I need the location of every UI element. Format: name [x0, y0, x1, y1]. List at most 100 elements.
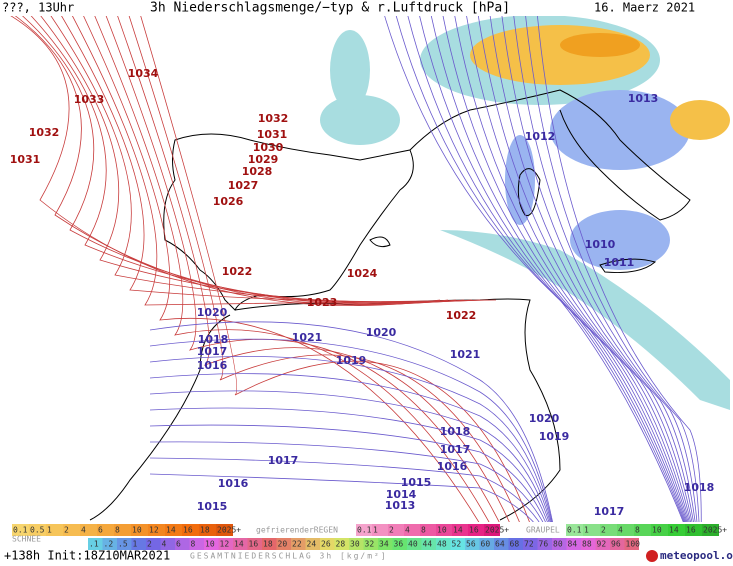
legend-label: 12: [220, 540, 230, 549]
legend-swatch: [685, 524, 702, 536]
legend-label: 2: [64, 526, 69, 535]
legend-swatch: [651, 524, 668, 536]
legend-title: GRAUPEL: [526, 526, 560, 535]
isobar-label: 1018: [198, 333, 229, 346]
legend-swatch: [117, 538, 132, 550]
legend-label: 26: [321, 540, 331, 549]
legend-swatch: [146, 538, 161, 550]
legend-swatch: [537, 538, 552, 550]
isobar-label: 1017: [440, 443, 471, 456]
legend-label: 0.1: [357, 526, 372, 535]
legend-label: 18: [200, 526, 210, 535]
legend-swatch: [199, 524, 216, 536]
legend-swatch: [595, 538, 610, 550]
legend-label: 4: [405, 526, 410, 535]
legend-swatch: [182, 524, 199, 536]
legend-label: 24: [307, 540, 317, 549]
legend-label: 20: [278, 540, 288, 549]
legend-swatch: [247, 538, 262, 550]
legend-label: 34: [379, 540, 389, 549]
isobar-line: [535, 0, 702, 566]
legend-swatch: [392, 538, 407, 550]
legend-swatch: [523, 538, 538, 550]
legend-label: 4: [162, 540, 167, 549]
isobar-label: 1013: [628, 92, 659, 105]
legend-label: 8: [421, 526, 426, 535]
isobar-label: 1032: [258, 112, 289, 125]
legend-label: 1: [47, 526, 52, 535]
legend-label: 64: [495, 540, 505, 549]
legend-label: 40: [408, 540, 418, 549]
legend-swatch: [452, 524, 468, 536]
isobars: [0, 0, 702, 566]
legend-title: GESAMTNIEDERSCHLAG 3h [kg/m²]: [190, 552, 388, 561]
legend-label: 8: [635, 526, 640, 535]
legend-swatch: [148, 524, 165, 536]
isobar-label: 1015: [197, 500, 228, 513]
legend-label: 10: [652, 526, 662, 535]
isobar-line: [149, 390, 561, 566]
isobar-line: [99, 0, 521, 566]
isobar-label: 1011: [604, 256, 635, 269]
legend-swatch: [97, 524, 114, 536]
isobar-label: 1019: [336, 354, 367, 367]
legend-label: 44: [423, 540, 433, 549]
legend-label: 72: [524, 540, 534, 549]
isobar-label: 1020: [529, 412, 560, 425]
legend-label: 96: [611, 540, 621, 549]
legend-swatch: [63, 524, 80, 536]
isobar-label: 1022: [222, 265, 253, 278]
isobar-line: [511, 0, 701, 566]
footer-brand: meteopool.org: [660, 549, 733, 562]
isobar-line: [475, 0, 701, 566]
isobar-line: [111, 0, 529, 566]
legend-label: 10: [132, 526, 142, 535]
isobar-line: [487, 0, 701, 566]
isobar-label: 1017: [594, 505, 625, 518]
legend-swatch: [46, 524, 63, 536]
legend-swatch: [131, 538, 146, 550]
legend-swatch: [204, 538, 219, 550]
header-date: 16. Maerz 2021: [594, 1, 695, 15]
isobar-line: [15, 0, 465, 304]
legend-swatch: [468, 524, 484, 536]
legend-swatch: [552, 538, 567, 550]
legend-swatch: [566, 524, 583, 536]
isobar-line: [149, 355, 561, 566]
isobar-line: [439, 0, 701, 566]
isobar-label: 1021: [450, 348, 481, 361]
legend-swatch: [233, 538, 248, 550]
legend-swatch: [378, 538, 393, 550]
legend-label: 16: [183, 526, 193, 535]
isobar-label: 1030: [253, 141, 284, 154]
isobar-label: 1017: [197, 345, 228, 358]
isobar-line: [149, 407, 561, 566]
legend-label: 14: [453, 526, 463, 535]
legend-label: 16: [686, 526, 696, 535]
legend-swatch: [702, 524, 719, 536]
isobar-line: [149, 457, 561, 566]
legend-label: 16: [249, 540, 259, 549]
isobar-label: 1024: [347, 267, 378, 280]
legend-label: 76: [539, 540, 549, 549]
legend-label: 2: [147, 540, 152, 549]
legend-label: 36: [394, 540, 404, 549]
legend-swatch: [436, 538, 451, 550]
legend-label: .2: [104, 540, 114, 549]
isobar-line: [0, 9, 441, 307]
legend-swatch: [165, 524, 182, 536]
legend-swatch: [363, 538, 378, 550]
legend-swatch: [175, 538, 190, 550]
isobar-label: 1019: [539, 430, 570, 443]
legend-label: 1: [373, 526, 378, 535]
legend-swatch: [334, 538, 349, 550]
legend-label: 100: [626, 540, 641, 549]
legend-label: 14: [234, 540, 244, 549]
legend-label: 2025+: [217, 526, 241, 535]
isobar-label: 1012: [525, 130, 556, 143]
legend-label: 1: [584, 526, 589, 535]
brand-logo: [646, 550, 658, 562]
legend-swatch: [320, 538, 335, 550]
isobar-label: 1034: [128, 67, 159, 80]
isobar-line: [63, 0, 497, 306]
